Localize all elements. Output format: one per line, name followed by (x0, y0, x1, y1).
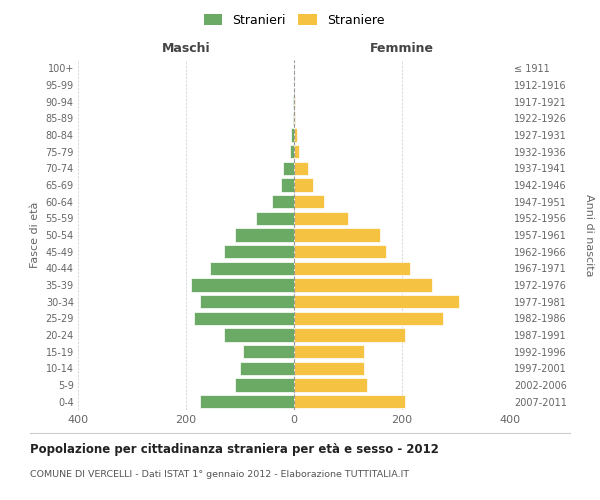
Bar (290, 145, 294, 158)
Bar (294, 145, 299, 158)
Bar (281, 178, 294, 192)
Bar (294, 328, 404, 342)
Y-axis label: Fasce di età: Fasce di età (30, 202, 40, 268)
Bar (199, 395, 294, 408)
Bar (294, 278, 432, 291)
Bar (194, 312, 294, 325)
Y-axis label: Anni di nascita: Anni di nascita (584, 194, 594, 276)
Bar (294, 262, 410, 275)
Bar (235, 378, 294, 392)
Legend: Stranieri, Straniere: Stranieri, Straniere (199, 8, 389, 32)
Bar (224, 328, 294, 342)
Text: Femmine: Femmine (370, 42, 434, 55)
Bar (294, 345, 364, 358)
Bar (211, 262, 294, 275)
Bar (292, 128, 294, 141)
Bar (199, 295, 294, 308)
Bar (224, 245, 294, 258)
Bar (294, 195, 324, 208)
Bar (283, 162, 294, 175)
Bar (294, 312, 443, 325)
Bar (256, 212, 294, 225)
Bar (235, 228, 294, 241)
Bar (294, 395, 404, 408)
Bar (294, 245, 386, 258)
Bar (191, 278, 294, 291)
Bar (240, 362, 294, 375)
Bar (294, 112, 295, 125)
Bar (294, 128, 296, 141)
Bar (294, 212, 348, 225)
Bar (294, 295, 459, 308)
Text: COMUNE DI VERCELLI - Dati ISTAT 1° gennaio 2012 - Elaborazione TUTTITALIA.IT: COMUNE DI VERCELLI - Dati ISTAT 1° genna… (30, 470, 409, 479)
Bar (294, 362, 364, 375)
Bar (272, 195, 294, 208)
Bar (294, 162, 308, 175)
Text: Maschi: Maschi (161, 42, 211, 55)
Bar (242, 345, 294, 358)
Bar (294, 178, 313, 192)
Text: Popolazione per cittadinanza straniera per età e sesso - 2012: Popolazione per cittadinanza straniera p… (30, 442, 439, 456)
Bar (293, 112, 294, 125)
Bar (294, 228, 380, 241)
Bar (294, 378, 367, 392)
